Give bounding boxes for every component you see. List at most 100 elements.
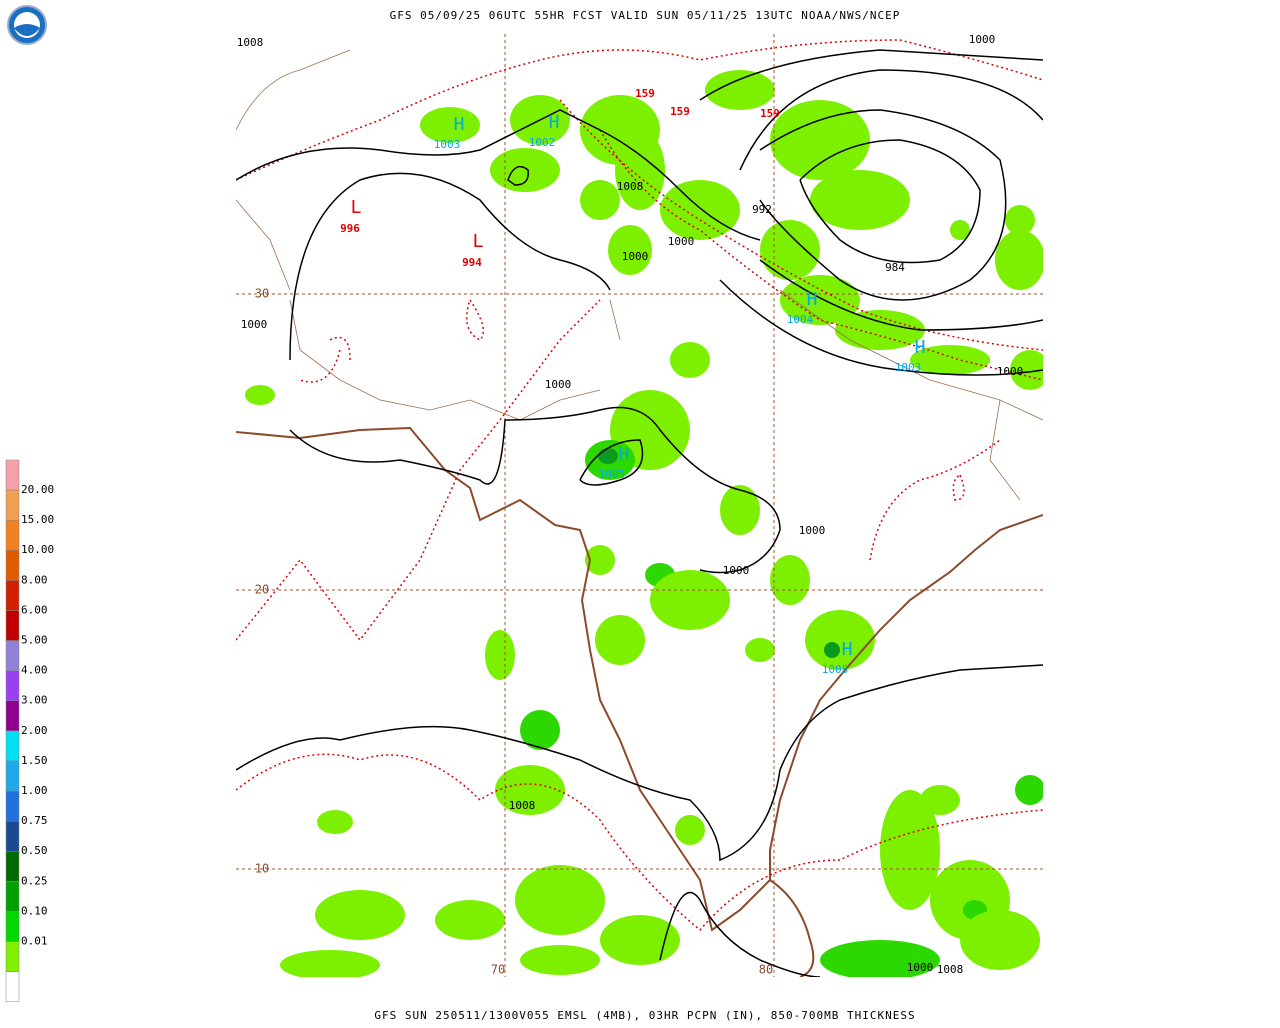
legend-swatch: [5, 670, 20, 702]
legend-label: 8.00: [21, 573, 48, 586]
isobar-label: 1000: [545, 378, 572, 391]
legend-swatch: [5, 489, 20, 521]
legend-swatch: [5, 519, 20, 551]
latitude-label: 10: [255, 862, 269, 876]
legend-swatch: [5, 550, 20, 581]
legend-swatch: [5, 851, 20, 882]
legend-swatch: [5, 459, 20, 491]
precip-area: [317, 810, 353, 834]
high-symbol: H: [842, 639, 853, 660]
precip-area: [485, 630, 515, 680]
precip-area: [810, 170, 910, 230]
precip-area: [245, 385, 275, 405]
sri-lanka-coast: [769, 879, 815, 977]
precip-area: [770, 100, 870, 180]
graticule: [236, 34, 1043, 977]
high-symbol: H: [549, 112, 560, 133]
caption: GFS SUN 250511/1300V055 EMSL (4MB), 03HR…: [374, 1009, 915, 1022]
isobar-label: 1000: [997, 365, 1024, 378]
low-value: 996: [340, 222, 360, 235]
precip-area: [820, 940, 940, 977]
longitude-label: 80: [759, 963, 773, 977]
precip-area: [1005, 205, 1035, 235]
precip-legend: 20.00 15.00 10.00 8.00 6.00 5.00 4.00 3.00 2.00 1…: [5, 459, 54, 1003]
legend-swatch: [5, 610, 20, 641]
precip-area: [490, 148, 560, 192]
legend-swatch: [5, 971, 20, 1003]
legend-swatch: [5, 941, 20, 972]
isobar-label: 1000: [241, 318, 268, 331]
precip-area: [595, 615, 645, 665]
high-value: 1005: [822, 663, 849, 676]
legend-label: 0.75: [21, 814, 48, 827]
legend-label: 0.25: [21, 874, 48, 887]
legend-swatch: [5, 730, 20, 762]
isobar-label: 1000: [969, 33, 996, 46]
isobar-label: 1008: [237, 36, 264, 49]
legend-label: 0.10: [21, 904, 48, 917]
precip-area: [315, 890, 405, 940]
legend-swatch: [5, 580, 20, 611]
legend-label: 0.01: [21, 935, 48, 948]
legend-swatch: [5, 911, 20, 942]
precip-area: [420, 107, 480, 143]
high-value: 1002: [529, 136, 556, 149]
precip-area: [760, 220, 820, 280]
low-value: 994: [462, 256, 482, 269]
precip-area: [950, 220, 970, 240]
precip-area: [835, 310, 925, 350]
precip-area: [435, 900, 505, 940]
precip-area: [520, 945, 600, 975]
precip-area: [960, 910, 1040, 970]
legend-label: 20.00: [21, 483, 54, 496]
precip-area: [585, 545, 615, 575]
isobar-label: 1000: [907, 961, 934, 974]
precip-area: [280, 950, 380, 977]
precip-area: [824, 642, 840, 658]
isobar-label: 1008: [937, 963, 964, 976]
isobar-label: 984: [885, 261, 905, 274]
precip-area: [608, 225, 652, 275]
precip-areas: [245, 70, 1043, 977]
precip-area: [910, 345, 990, 375]
latitude-label: 20: [255, 583, 269, 597]
high-value: 1005: [599, 468, 626, 481]
coastline: [236, 426, 1043, 932]
precip-area: [705, 70, 775, 110]
high-value: 1004: [787, 313, 814, 326]
legend-swatch: [5, 881, 20, 912]
legend-label: 10.00: [21, 543, 54, 556]
precip-area: [1015, 775, 1043, 805]
high-symbol: H: [807, 289, 818, 310]
legend-swatch: [5, 820, 20, 852]
legend-swatch: [5, 700, 20, 732]
isobar-label: 1008: [509, 799, 536, 812]
precip-area: [580, 180, 620, 220]
latitude-label: 30: [255, 287, 269, 301]
legend-swatch: [5, 790, 20, 822]
legend-label: 1.50: [21, 754, 48, 767]
legend-swatch: [5, 640, 20, 671]
high-value: 1003: [895, 361, 922, 374]
legend-label: 2.00: [21, 724, 48, 737]
borders: [236, 49, 1043, 501]
isobar-label: 1008: [617, 180, 644, 193]
axis-labels: 30 20 10 70 80: [255, 287, 773, 977]
precip-area: [600, 915, 680, 965]
map-frame: 1008 100099298410001000100010001000100010…: [236, 33, 1043, 977]
legend-label: 1.00: [21, 784, 48, 797]
precip-area: [615, 130, 665, 210]
longitude-label: 70: [491, 963, 505, 977]
legend-label: 0.50: [21, 844, 48, 857]
precip-area: [520, 710, 560, 750]
isobar-label: 1000: [723, 564, 750, 577]
thickness-label: 159: [760, 107, 780, 120]
high-symbol: H: [915, 337, 926, 358]
thickness-label: 159: [635, 87, 655, 100]
legend-label: 3.00: [21, 694, 48, 707]
precip-area: [805, 610, 875, 670]
title: GFS 05/09/25 06UTC 55HR FCST VALID SUN 0…: [390, 9, 901, 22]
precip-area: [770, 555, 810, 605]
legend-label: 6.00: [21, 603, 48, 616]
